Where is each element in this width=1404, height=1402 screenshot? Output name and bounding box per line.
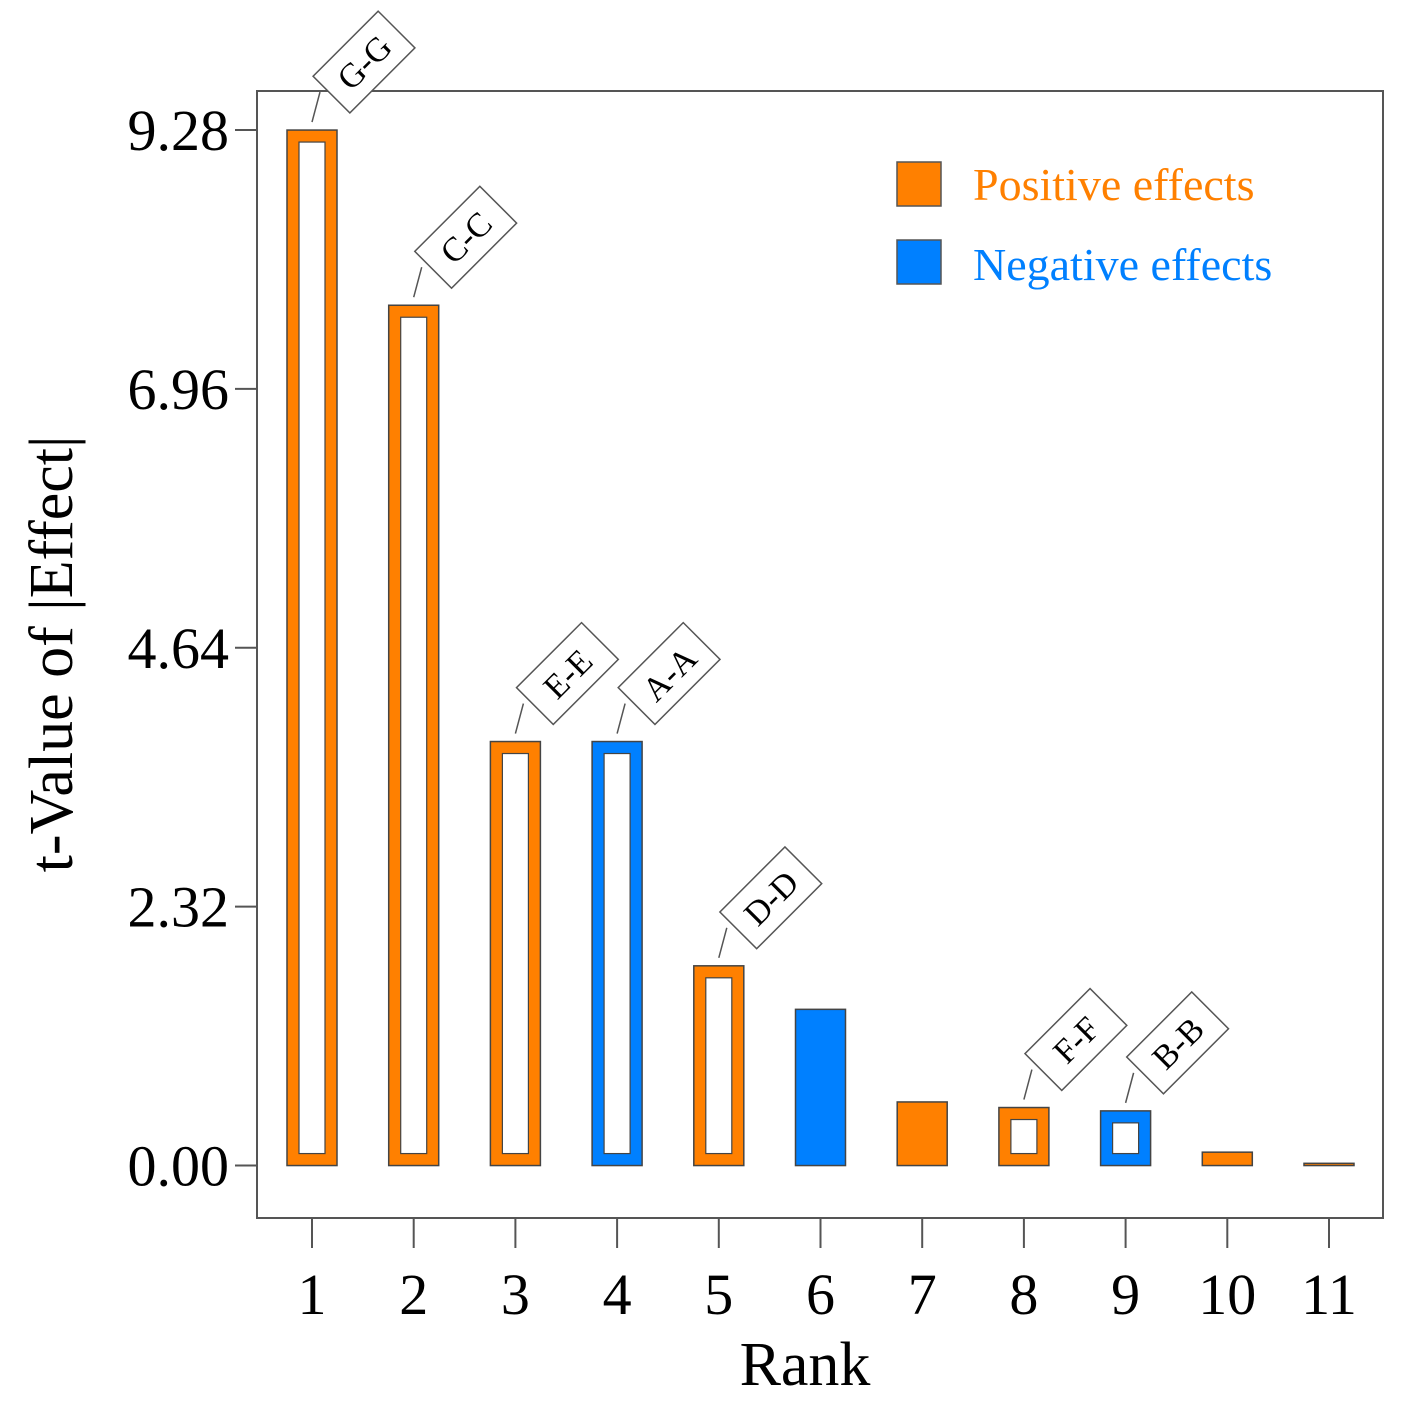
x-tick-label: 8	[1009, 1262, 1038, 1327]
legend: Positive effects Negative effects	[896, 159, 1272, 290]
bar-hollow-2	[400, 316, 428, 1155]
bar-rank-6	[794, 1008, 847, 1167]
bar-tag-leader	[1023, 1069, 1033, 1100]
bar-tag-leader	[616, 703, 626, 734]
y-tick-label: 9.28	[128, 98, 230, 163]
bar-tag-box	[718, 845, 823, 950]
bar-tag-leader	[1124, 1072, 1135, 1104]
x-tick-label: 4	[603, 1262, 632, 1327]
bar-tag-box	[413, 185, 518, 290]
bar-tag-leader	[514, 703, 525, 734]
x-tick-label: 2	[399, 1262, 428, 1327]
legend-swatch-positive	[896, 161, 942, 207]
bar-tag-leader	[718, 927, 728, 959]
y-tick-label: 0.00	[128, 1134, 230, 1199]
y-tick-label: 4.64	[128, 616, 230, 681]
y-axis: 0.00 2.32 4.64 6.96 9.28	[128, 98, 257, 1199]
bar-rank-11	[1303, 1162, 1355, 1167]
x-tick-label: 6	[806, 1262, 835, 1327]
x-tick-label: 11	[1301, 1262, 1357, 1327]
bar-tag-box	[515, 621, 620, 726]
legend-swatch-negative	[896, 239, 942, 285]
x-axis: 1 2 3 4 5 6 7 8 9 10 11	[298, 1218, 1357, 1327]
bar-hollow-8	[1010, 1118, 1038, 1155]
bar-tag-box	[617, 621, 722, 726]
legend-label-positive: Positive effects	[973, 159, 1254, 210]
x-tick-label: 7	[908, 1262, 937, 1327]
bar-hollow-4	[603, 752, 631, 1155]
x-axis-title: Rank	[740, 1331, 871, 1399]
legend-label-negative: Negative effects	[973, 239, 1272, 290]
y-tick-label: 6.96	[128, 357, 230, 422]
bars-group	[286, 129, 1355, 1167]
x-tick-label: 9	[1111, 1262, 1140, 1327]
x-tick-label: 5	[704, 1262, 733, 1327]
bar-rank-7	[896, 1101, 948, 1167]
bar-hollow-3	[501, 752, 529, 1155]
bar-tag: D-D	[718, 845, 823, 950]
y-tick-label: 2.32	[128, 875, 230, 940]
y-axis-title: t-Value of |Effect|	[18, 436, 86, 873]
bar-tag-box	[312, 10, 416, 115]
x-tick-label: 1	[298, 1262, 327, 1327]
bar-hollow-5	[705, 977, 733, 1155]
bar-tag: C-C	[413, 185, 518, 290]
bar-tag-leader	[412, 267, 423, 298]
bar-tag-box	[1125, 990, 1230, 1095]
bar-rank-10	[1201, 1151, 1254, 1167]
bar-hollow-9	[1111, 1122, 1140, 1155]
bar-tag: G-G	[312, 10, 416, 115]
bar-tag: E-E	[515, 621, 620, 726]
bar-tag: A-A	[617, 621, 722, 726]
bar-hollow-1	[298, 141, 326, 1155]
x-tick-label: 10	[1198, 1262, 1256, 1327]
bar-tag: B-B	[1125, 990, 1230, 1095]
bar-tag-box	[1023, 987, 1128, 1092]
bar-tag-leader	[311, 91, 321, 123]
bar-tag: F-F	[1023, 987, 1128, 1092]
x-tick-label: 3	[501, 1262, 530, 1327]
